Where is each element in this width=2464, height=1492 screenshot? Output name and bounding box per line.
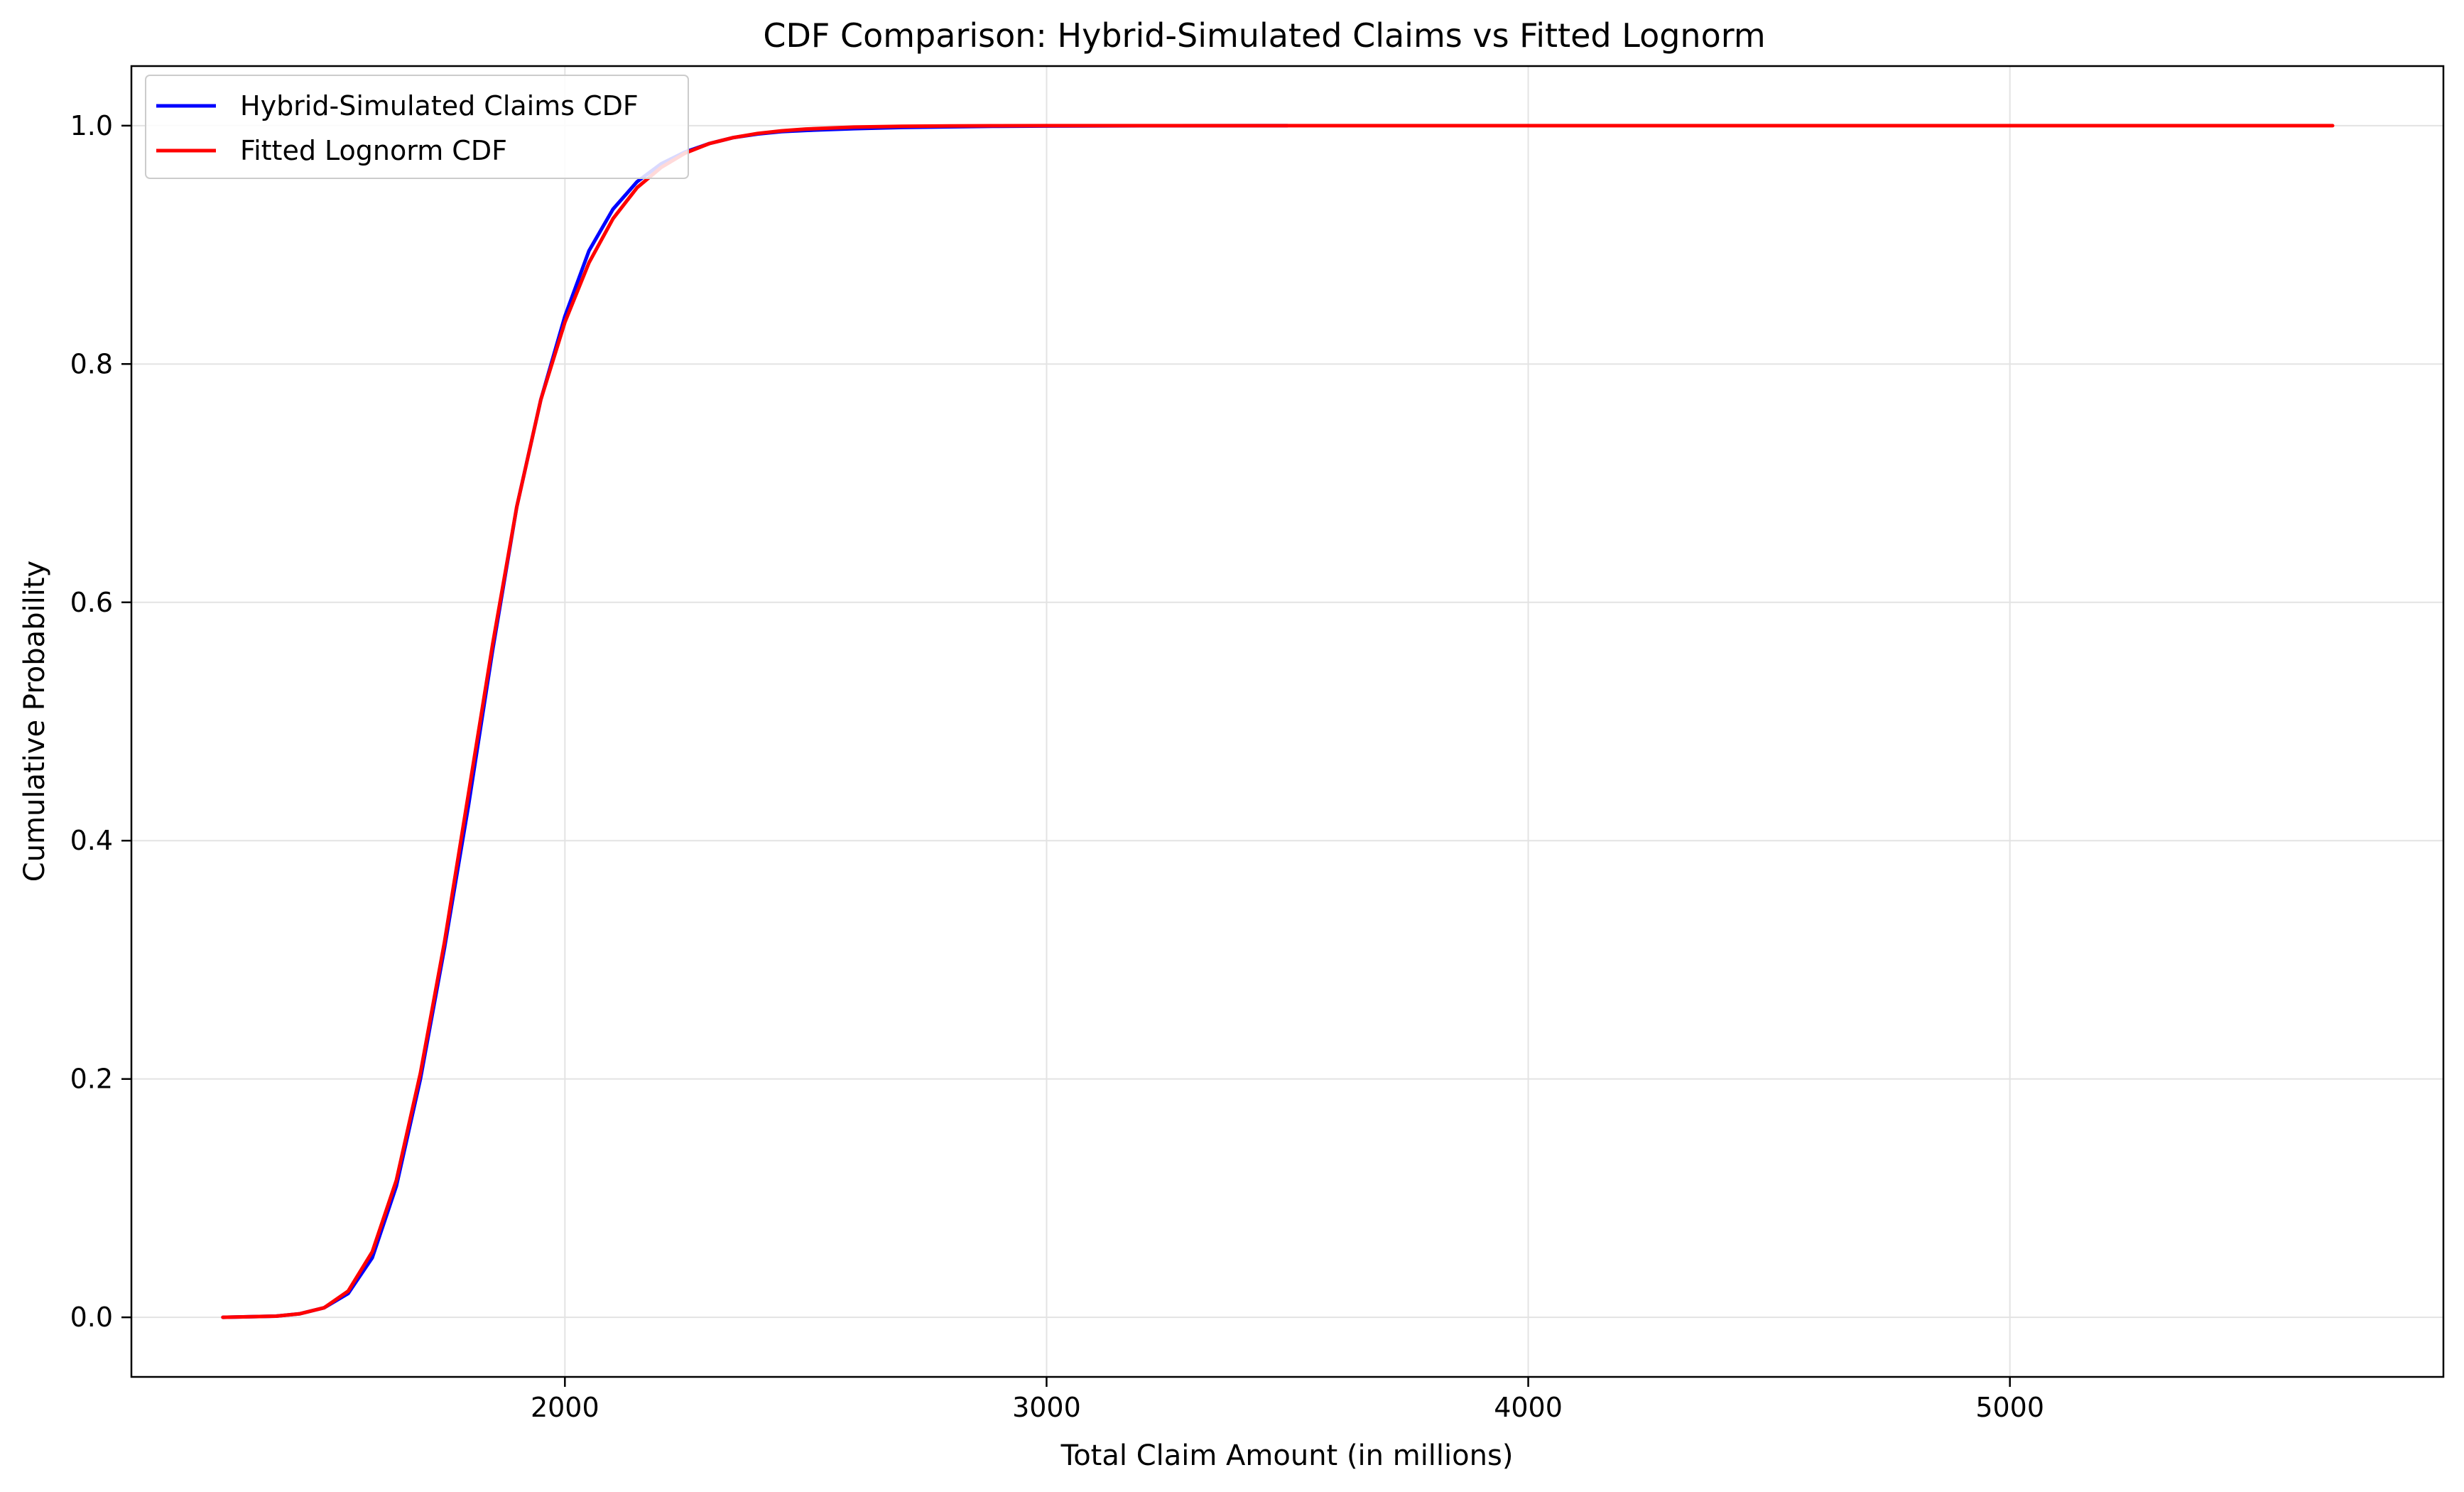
x-axis-label: Total Claim Amount (in millions) [1060,1439,1514,1472]
x-tick-label: 2000 [531,1392,599,1423]
legend-label-fitted-lognorm: Fitted Lognorm CDF [240,135,507,166]
axis-ticks: 2000 3000 4000 5000 0.0 0.2 0.4 0.6 0.8 1.0 [70,110,2044,1423]
y-tick-label: 0.8 [70,348,113,379]
x-tick-label: 4000 [1494,1392,1563,1423]
plot-frame [130,65,2445,1378]
y-tick-label: 0.2 [70,1064,113,1095]
x-tick-label: 5000 [1975,1392,2044,1423]
y-tick-label: 0.6 [70,587,113,618]
y-tick-label: 0.0 [70,1302,113,1333]
y-tick-label: 1.0 [70,110,113,141]
x-tick-label: 3000 [1012,1392,1081,1423]
legend-label-hybrid-simulated: Hybrid-Simulated Claims CDF [240,90,639,121]
legend-box [145,75,689,179]
chart-title: CDF Comparison: Hybrid-Simulated Claims … [763,16,1765,55]
y-tick-label: 0.4 [70,825,113,856]
legend: Hybrid-Simulated Claims CDF Fitted Logno… [145,75,689,179]
y-axis-label: Cumulative Probability [18,561,51,882]
